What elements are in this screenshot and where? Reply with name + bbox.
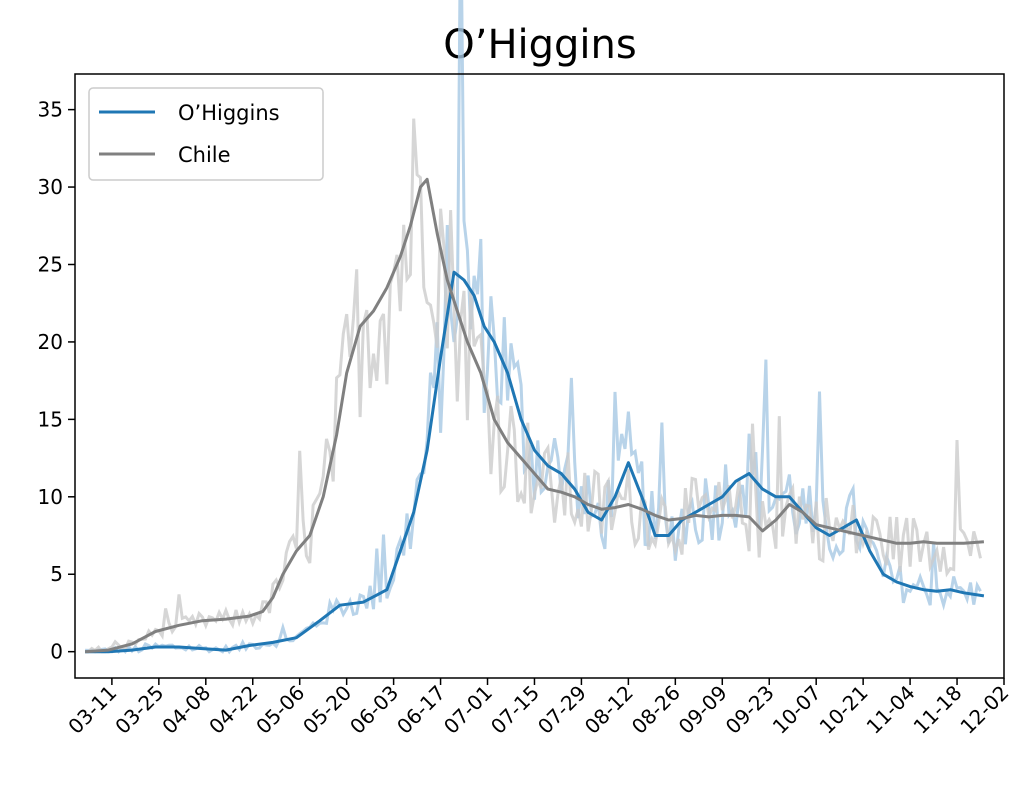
y-tick-label: 35 bbox=[38, 98, 63, 122]
legend-label-chile: Chile bbox=[178, 143, 231, 167]
y-axis: 0 5 10 15 20 25 30 35 bbox=[38, 98, 75, 664]
chart-title: O’Higgins bbox=[443, 22, 636, 68]
y-tick-label: 15 bbox=[38, 407, 63, 431]
y-tick-label: 0 bbox=[50, 640, 63, 664]
y-tick-label: 5 bbox=[50, 562, 63, 586]
plot-area-frame bbox=[74, 73, 1005, 679]
y-tick-label: 25 bbox=[38, 252, 63, 276]
y-tick-label: 20 bbox=[38, 330, 63, 354]
smoothed-series-layer bbox=[84, 177, 985, 654]
chile-series-line bbox=[84, 177, 985, 654]
y-tick-label: 10 bbox=[38, 485, 63, 509]
y-tick-label: 30 bbox=[38, 175, 63, 199]
ohiggins-series-line bbox=[85, 270, 985, 654]
legend: O’Higgins Chile bbox=[88, 87, 324, 181]
legend-label-ohiggins: O’Higgins bbox=[178, 101, 280, 125]
